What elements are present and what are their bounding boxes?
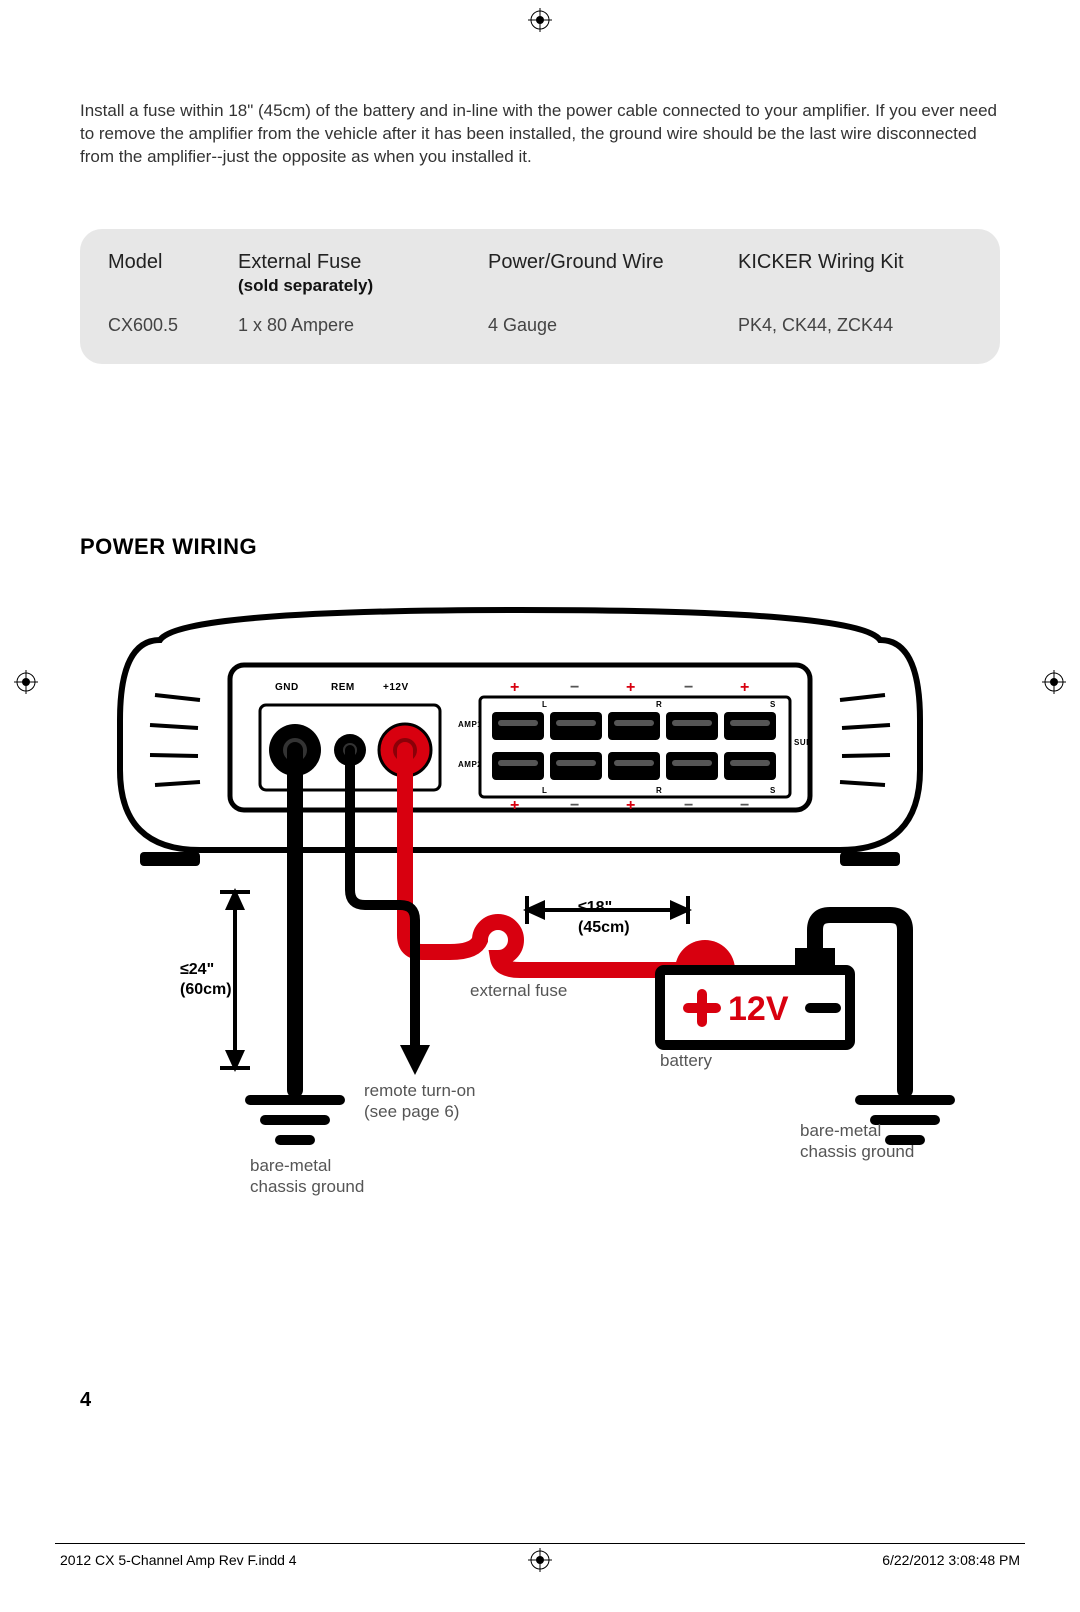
polarity-minus-1: −	[570, 678, 579, 698]
val-model: CX600.5	[108, 315, 238, 336]
footer-divider	[55, 1543, 1025, 1544]
terminal-label-rem: REM	[331, 682, 355, 695]
polarity-minus-4: −	[684, 796, 693, 816]
ground-symbol-left	[250, 1100, 340, 1140]
label-remote: remote turn-on (see page 6)	[364, 1080, 476, 1123]
spec-table: Model External Fuse (sold separately) Po…	[80, 229, 1000, 364]
polarity-plus-2: +	[626, 678, 635, 698]
wiring-diagram: 12V GND REM +12V AMP1 AMP2 SUB L R S L R…	[80, 600, 1000, 1220]
polarity-plus-1: +	[510, 678, 519, 698]
dim-18-sub: (45cm)	[578, 919, 630, 936]
col-label-r1: R	[656, 700, 662, 710]
speaker-terminal-block	[480, 697, 790, 797]
dim-24-label: ≤24" (60cm)	[180, 960, 232, 1000]
polarity-minus-3: −	[570, 796, 579, 816]
label-ground-left: bare-metal chassis ground	[250, 1155, 364, 1198]
col-label-s1: S	[770, 700, 776, 710]
label-ground-right-1: bare-metal	[800, 1121, 881, 1140]
col-model: Model	[108, 251, 238, 297]
footer-left: 2012 CX 5-Channel Amp Rev F.indd 4	[60, 1552, 297, 1568]
crop-mark-top	[528, 8, 552, 32]
col-fuse-label: External Fuse	[238, 251, 361, 273]
polarity-plus-5: +	[626, 796, 635, 816]
val-wire: 4 Gauge	[488, 315, 738, 336]
page-number: 4	[80, 1389, 91, 1412]
label-remote-1: remote turn-on	[364, 1081, 476, 1100]
label-ground-right-2: chassis ground	[800, 1142, 914, 1161]
crop-mark-bottom	[528, 1548, 552, 1572]
label-remote-2: (see page 6)	[364, 1102, 459, 1121]
col-fuse-sub: (sold separately)	[238, 276, 373, 295]
val-kit: PK4, CK44, ZCK44	[738, 315, 972, 336]
col-label-l1: L	[542, 700, 547, 710]
dim-24-sub: (60cm)	[180, 981, 232, 998]
col-label-r2: R	[656, 786, 662, 796]
label-ground-left-2: chassis ground	[250, 1177, 364, 1196]
dim-24-value: ≤24"	[180, 961, 214, 978]
terminal-label-12v: +12V	[383, 682, 409, 695]
label-battery: battery	[660, 1050, 712, 1071]
col-wire: Power/Ground Wire	[488, 251, 738, 297]
footer-right: 6/22/2012 3:08:48 PM	[882, 1552, 1020, 1568]
row-label-amp2: AMP2	[458, 760, 482, 770]
intro-paragraph: Install a fuse within 18" (45cm) of the …	[80, 100, 1000, 169]
row-label-sub: SUB	[794, 738, 812, 748]
section-title: POWER WIRING	[80, 534, 1000, 560]
polarity-minus-5: −	[740, 796, 749, 816]
battery-voltage-text: 12V	[728, 990, 789, 1028]
terminal-label-gnd: GND	[275, 682, 299, 695]
label-external-fuse: external fuse	[470, 980, 567, 1001]
polarity-plus-3: +	[740, 678, 749, 698]
col-fuse: External Fuse (sold separately)	[238, 251, 488, 297]
crop-mark-left	[14, 670, 38, 694]
dim-18-label: ≤18" (45cm)	[578, 898, 630, 938]
col-label-l2: L	[542, 786, 547, 796]
col-kit: KICKER Wiring Kit	[738, 251, 972, 297]
col-label-s2: S	[770, 786, 776, 796]
polarity-minus-2: −	[684, 678, 693, 698]
dim-18-value: ≤18"	[578, 899, 612, 916]
polarity-plus-4: +	[510, 796, 519, 816]
remote-arrowhead	[400, 1045, 430, 1075]
val-fuse: 1 x 80 Ampere	[238, 315, 488, 336]
label-ground-right: bare-metal chassis ground	[800, 1120, 914, 1163]
label-ground-left-1: bare-metal	[250, 1156, 331, 1175]
row-label-amp1: AMP1	[458, 720, 482, 730]
crop-mark-right	[1042, 670, 1066, 694]
